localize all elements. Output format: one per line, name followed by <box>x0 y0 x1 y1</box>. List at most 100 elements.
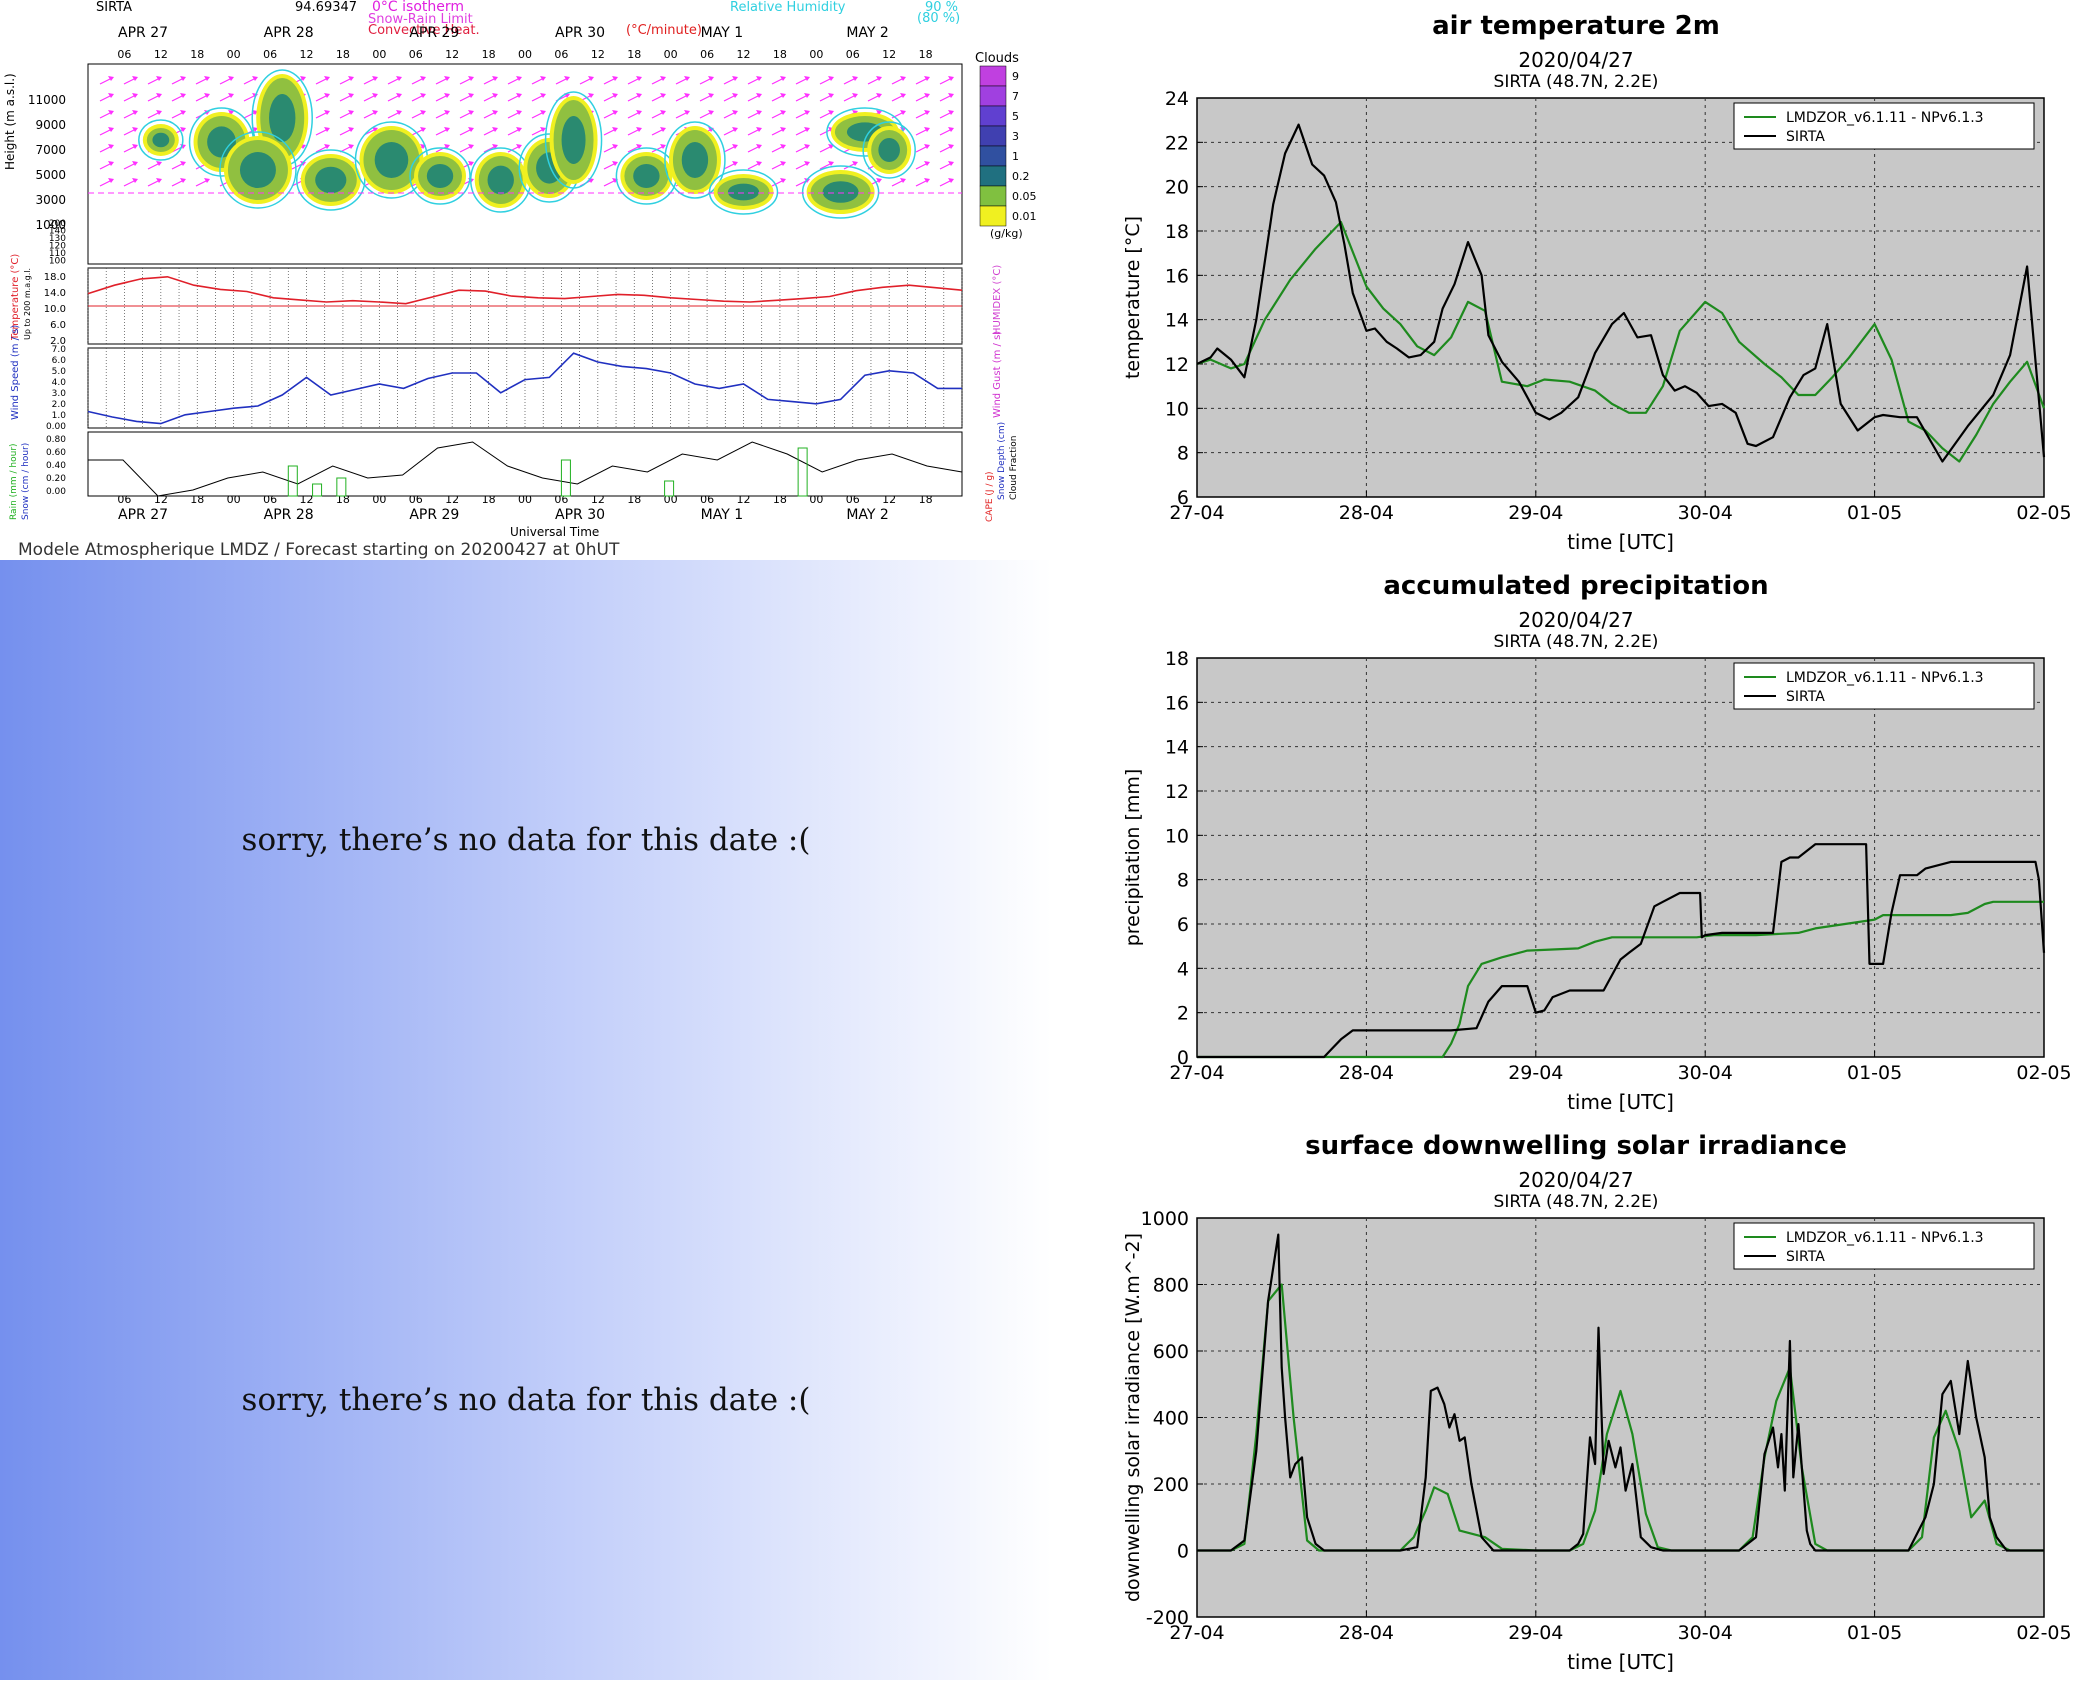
wind-arrow-head <box>948 127 954 132</box>
day-label: MAY 1 <box>701 507 743 523</box>
wind-arrow-head <box>684 93 690 98</box>
y-tick-label: 600 <box>1153 1341 1189 1363</box>
hour-label: 00 <box>227 48 241 61</box>
wind-arrow-head <box>876 93 882 98</box>
day-label: APR 27 <box>118 507 168 523</box>
series-line-observations <box>1196 123 2046 463</box>
clouds-legend-title: Clouds <box>975 51 1019 66</box>
hour-label: 06 <box>117 48 131 61</box>
chart-subtitle-station: SIRTA (48.7N, 2.2E) <box>1494 72 1659 92</box>
series-line-observations <box>1197 1233 2044 1552</box>
cloud-blob-inner <box>269 94 296 142</box>
wind-arrow-head <box>708 93 714 98</box>
wind-arrow-head <box>660 144 666 149</box>
wind-arrow-head <box>852 93 858 98</box>
wind-arrow-head <box>684 76 690 81</box>
x-tick-label: 29-04 <box>1508 1062 1563 1084</box>
day-label: APR 30 <box>555 25 605 41</box>
cloud-blob-inner <box>681 142 709 178</box>
wind-tick: 5.0 <box>52 367 67 377</box>
y-tick-label: 24 <box>1165 88 1189 110</box>
day-label: APR 29 <box>409 507 459 523</box>
wind-arrow-head <box>108 93 114 98</box>
wind-arrow-head <box>852 76 858 81</box>
precipitation-svg: accumulated precipitation2020/04/27SIRTA… <box>1122 571 2072 1114</box>
height-tick: 11000 <box>28 93 66 107</box>
wind-arrow-head <box>756 93 762 98</box>
wind-arrow-head <box>732 110 738 115</box>
humidex-axis-label: HUMIDEX (°C) <box>992 265 1003 335</box>
wind-arrow-head <box>708 76 714 81</box>
day-label: APR 30 <box>555 507 605 523</box>
wind-arrow-head <box>660 76 666 81</box>
wind-arrow-head <box>540 127 546 132</box>
rain-bar <box>560 459 571 497</box>
wind-arrow-head <box>396 76 402 81</box>
wind-arrow-head <box>636 127 642 132</box>
wind-arrow-head <box>108 127 114 132</box>
height-tick: 9000 <box>35 118 66 132</box>
meteogram-svg: SIRTA 94.69347 0°C isotherm Snow-Rain Li… <box>3 0 1037 560</box>
wind-arrow-head <box>420 76 426 81</box>
wind-arrow-head <box>924 161 930 166</box>
x-tick-label: 02-05 <box>2016 502 2071 524</box>
cloud-blob-inner <box>561 116 586 164</box>
wind-arrow-head <box>732 144 738 149</box>
rain-bar <box>287 465 298 497</box>
day-label: APR 27 <box>118 25 168 41</box>
wind-arrow-head <box>708 110 714 115</box>
wind-arrow-head <box>492 127 498 132</box>
wind-arrow-head <box>180 178 186 183</box>
wind-arrow-head <box>156 178 162 183</box>
hour-label: 06 <box>554 48 568 61</box>
height-tick-low: 100 <box>49 257 66 267</box>
wind-arrow-head <box>804 127 810 132</box>
rain-bar <box>664 480 675 497</box>
x-tick-label: 30-04 <box>1678 502 1733 524</box>
wind-arrow-head <box>108 110 114 115</box>
x-axis-label: time [UTC] <box>1567 530 1674 554</box>
cloud-blob-inner <box>239 152 276 188</box>
wind-arrow-head <box>804 144 810 149</box>
wind-arrow-head <box>828 161 834 166</box>
wind-arrow-head <box>924 93 930 98</box>
chart-subtitle-station: SIRTA (48.7N, 2.2E) <box>1494 632 1659 652</box>
cloud-legend-swatch <box>979 125 1007 147</box>
wind-arrow-head <box>372 76 378 81</box>
wind-arrow-head <box>468 127 474 132</box>
wind-tick: 6.0 <box>52 356 67 366</box>
y-tick-label: 20 <box>1165 177 1189 199</box>
clouds-legend-unit: (g/kg) <box>990 227 1023 240</box>
wind-arrow-head <box>516 76 522 81</box>
wind-arrow-head <box>852 110 858 115</box>
solar-irradiance-svg: surface downwelling solar irradiance 2020… <box>1122 1131 2072 1674</box>
wind-arrow-head <box>156 93 162 98</box>
wind-tick: 3.0 <box>52 389 67 399</box>
day-label: APR 29 <box>409 25 459 41</box>
rh-contour <box>409 147 471 205</box>
x-tick-label: 01-05 <box>1847 1062 1902 1084</box>
wind-arrow-head <box>324 76 330 81</box>
wind-arrow-head <box>660 127 666 132</box>
wind-arrow-head <box>828 93 834 98</box>
wind-arrow-head <box>636 110 642 115</box>
wind-arrow-head <box>444 110 450 115</box>
wind-arrow-head <box>732 76 738 81</box>
wind-arrow-head <box>204 178 210 183</box>
legend-snow-rain: Snow-Rain Limit <box>368 12 473 27</box>
precip-tick: 0.80 <box>46 435 66 445</box>
wind-arrow-head <box>852 161 858 166</box>
rh-contour <box>296 149 366 211</box>
wind-arrow-head <box>492 93 498 98</box>
y-tick-label: -200 <box>1146 1607 1189 1629</box>
wind-arrow-head <box>540 110 546 115</box>
wind-arrow-head <box>108 161 114 166</box>
cloud-legend-swatch <box>979 65 1007 87</box>
cloud-blob-inner <box>487 165 514 195</box>
wind-arrow-head <box>348 127 354 132</box>
hour-label: 12 <box>591 48 605 61</box>
precip-tick: 0.40 <box>46 461 66 471</box>
wind-arrow-head <box>780 161 786 166</box>
wind-arrow-head <box>468 144 474 149</box>
wind-arrow-head <box>636 144 642 149</box>
